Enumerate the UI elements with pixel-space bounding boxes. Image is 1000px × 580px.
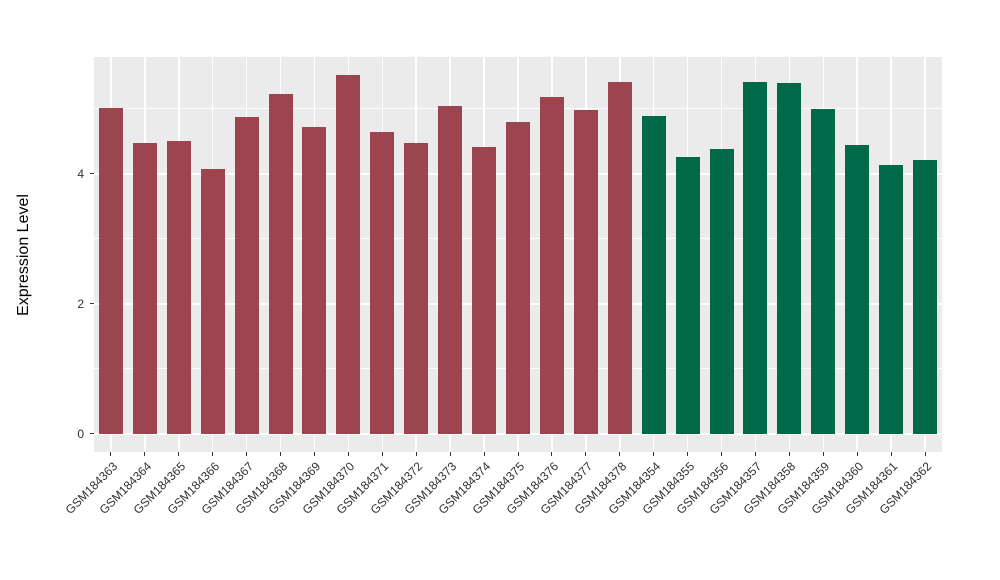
bar-GSM184357 (743, 82, 768, 434)
x-tick-GSM184358 (788, 452, 790, 456)
bar-GSM184358 (777, 82, 802, 434)
bar-GSM184364 (132, 143, 157, 434)
x-tick-GSM184373 (449, 452, 451, 456)
x-tick-GSM184369 (313, 452, 315, 456)
x-tick-GSM184357 (754, 452, 756, 456)
x-tick-GSM184365 (178, 452, 180, 456)
plot-panel (94, 57, 942, 452)
bar-GSM184374 (472, 147, 497, 434)
bar-GSM184363 (98, 107, 123, 434)
x-tick-GSM184356 (721, 452, 723, 456)
bar-GSM184360 (845, 144, 870, 434)
x-tick-GSM184363 (110, 452, 112, 456)
x-tick-GSM184364 (144, 452, 146, 456)
bar-GSM184368 (268, 94, 293, 434)
x-tick-GSM184360 (856, 452, 858, 456)
y-tick-4 (90, 173, 94, 175)
bar-GSM184362 (913, 159, 938, 434)
x-tick-GSM184359 (822, 452, 824, 456)
bar-GSM184366 (200, 168, 225, 434)
x-tick-GSM184366 (212, 452, 214, 456)
x-tick-GSM184375 (517, 452, 519, 456)
y-axis-label-2: 2 (77, 296, 84, 311)
x-tick-GSM184378 (619, 452, 621, 456)
bar-GSM184375 (506, 121, 530, 434)
x-tick-GSM184368 (280, 452, 282, 456)
y-axis-title: Expression Level (15, 194, 32, 316)
x-tick-GSM184374 (483, 452, 485, 456)
y-tick-2 (90, 303, 94, 305)
bar-GSM184378 (607, 82, 632, 434)
x-tick-GSM184376 (551, 452, 553, 456)
bar-GSM184359 (811, 108, 836, 434)
bar-GSM184371 (370, 131, 395, 434)
x-tick-GSM184371 (381, 452, 383, 456)
x-tick-GSM184355 (687, 452, 689, 456)
x-tick-GSM184367 (246, 452, 248, 456)
bar-GSM184377 (573, 110, 598, 434)
bar-GSM184370 (336, 74, 361, 434)
bar-GSM184365 (166, 140, 191, 434)
x-tick-GSM184377 (585, 452, 587, 456)
y-axis-label-0: 0 (77, 426, 84, 441)
x-tick-GSM184361 (890, 452, 892, 456)
x-tick-GSM184370 (347, 452, 349, 456)
bar-GSM184376 (539, 96, 564, 434)
bar-GSM184372 (404, 143, 429, 434)
bar-GSM184354 (641, 116, 666, 434)
bar-GSM184367 (234, 116, 259, 434)
x-tick-GSM184372 (415, 452, 417, 456)
bar-GSM184361 (879, 164, 904, 434)
bar-GSM184369 (302, 127, 327, 434)
bar-GSM184373 (438, 106, 463, 434)
bar-GSM184355 (675, 157, 700, 434)
bar-GSM184356 (709, 148, 734, 434)
x-tick-GSM184362 (924, 452, 926, 456)
y-axis-label-4: 4 (77, 166, 84, 181)
x-tick-GSM184354 (653, 452, 655, 456)
y-tick-0 (90, 433, 94, 435)
